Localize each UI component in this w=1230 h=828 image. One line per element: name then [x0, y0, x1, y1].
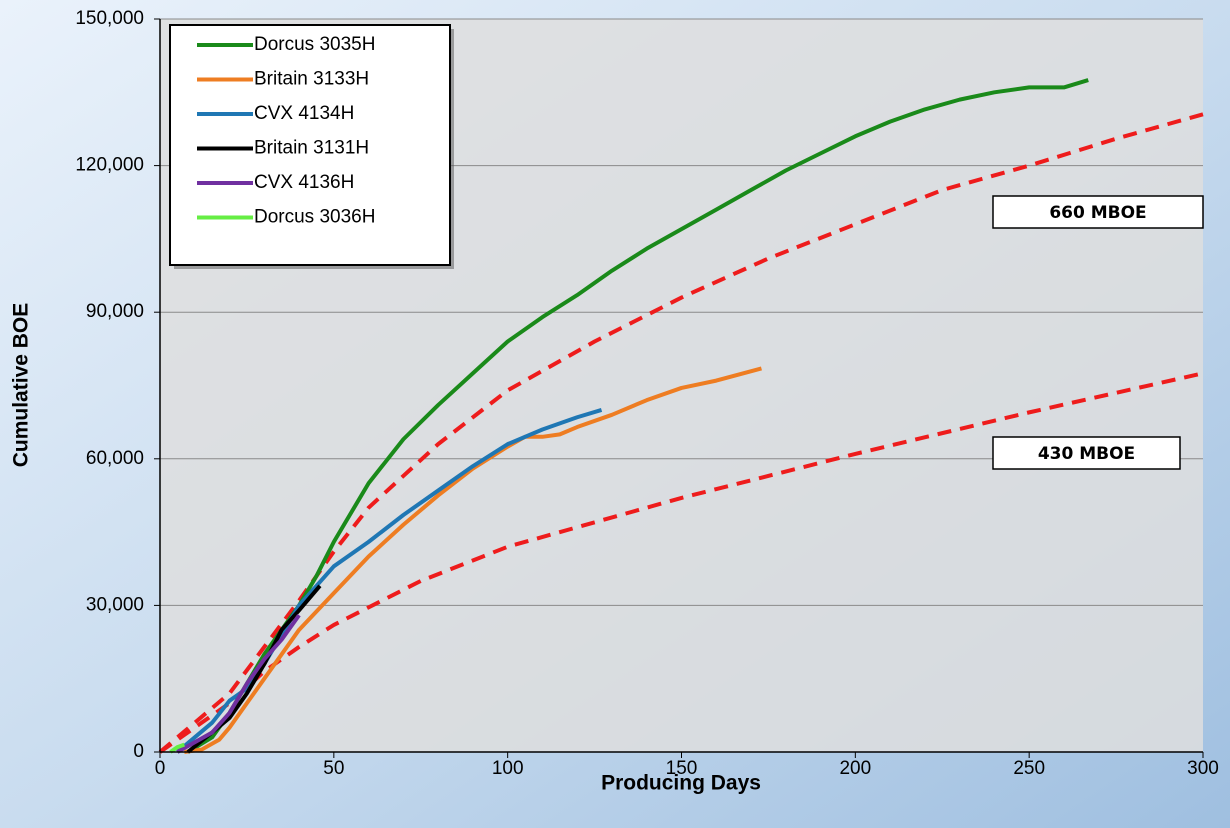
x-tick-label: 150 — [666, 758, 698, 779]
x-tick-label: 50 — [323, 758, 344, 779]
x-tick-label: 100 — [492, 758, 524, 779]
series-line — [184, 366, 762, 754]
legend-label: Britain 3133H — [254, 69, 369, 90]
annotations: 660 MBOE 430 MBOE — [992, 195, 1204, 470]
series-line — [169, 742, 185, 754]
x-tick-label: 0 — [155, 758, 166, 779]
legend-label: Dorcus 3036H — [254, 207, 375, 228]
ticks: 0 30,000 60,000 90,000 120,000 150,000 0 50 100 1… — [75, 8, 1219, 779]
legend: Dorcus 3035H Britain 3133H CVX 4134H Britai… — [169, 24, 454, 269]
annotation-box — [992, 195, 1204, 229]
y-tick-label: 120,000 — [75, 155, 144, 176]
legend-label: CVX 4136H — [254, 172, 354, 193]
lines — [158, 78, 1204, 754]
y-tick-label: 150,000 — [75, 8, 144, 29]
y-tick-label: 30,000 — [86, 594, 144, 615]
y-tick-label: 0 — [133, 741, 144, 762]
legend-label: Dorcus 3035H — [254, 34, 375, 55]
series-line — [176, 408, 603, 754]
y-tick-label: 60,000 — [86, 448, 144, 469]
y-tick-label: 90,000 — [86, 301, 144, 322]
legend-label: CVX 4134H — [254, 103, 354, 124]
series-line — [176, 614, 301, 754]
type-curve — [158, 112, 1204, 754]
annotation-label: 660 MBOE — [1049, 203, 1146, 223]
x-tick-label: 250 — [1013, 758, 1045, 779]
annotation-label: 430 MBOE — [1038, 444, 1135, 464]
legend-label: Britain 3131H — [254, 138, 369, 159]
x-axis-title: Producing Days — [601, 772, 761, 795]
annotation-box — [992, 436, 1181, 470]
legend-box — [169, 24, 451, 266]
x-tick-label: 300 — [1187, 758, 1219, 779]
x-tick-label: 200 — [839, 758, 871, 779]
y-axis-title: Cumulative BOE — [10, 303, 33, 468]
